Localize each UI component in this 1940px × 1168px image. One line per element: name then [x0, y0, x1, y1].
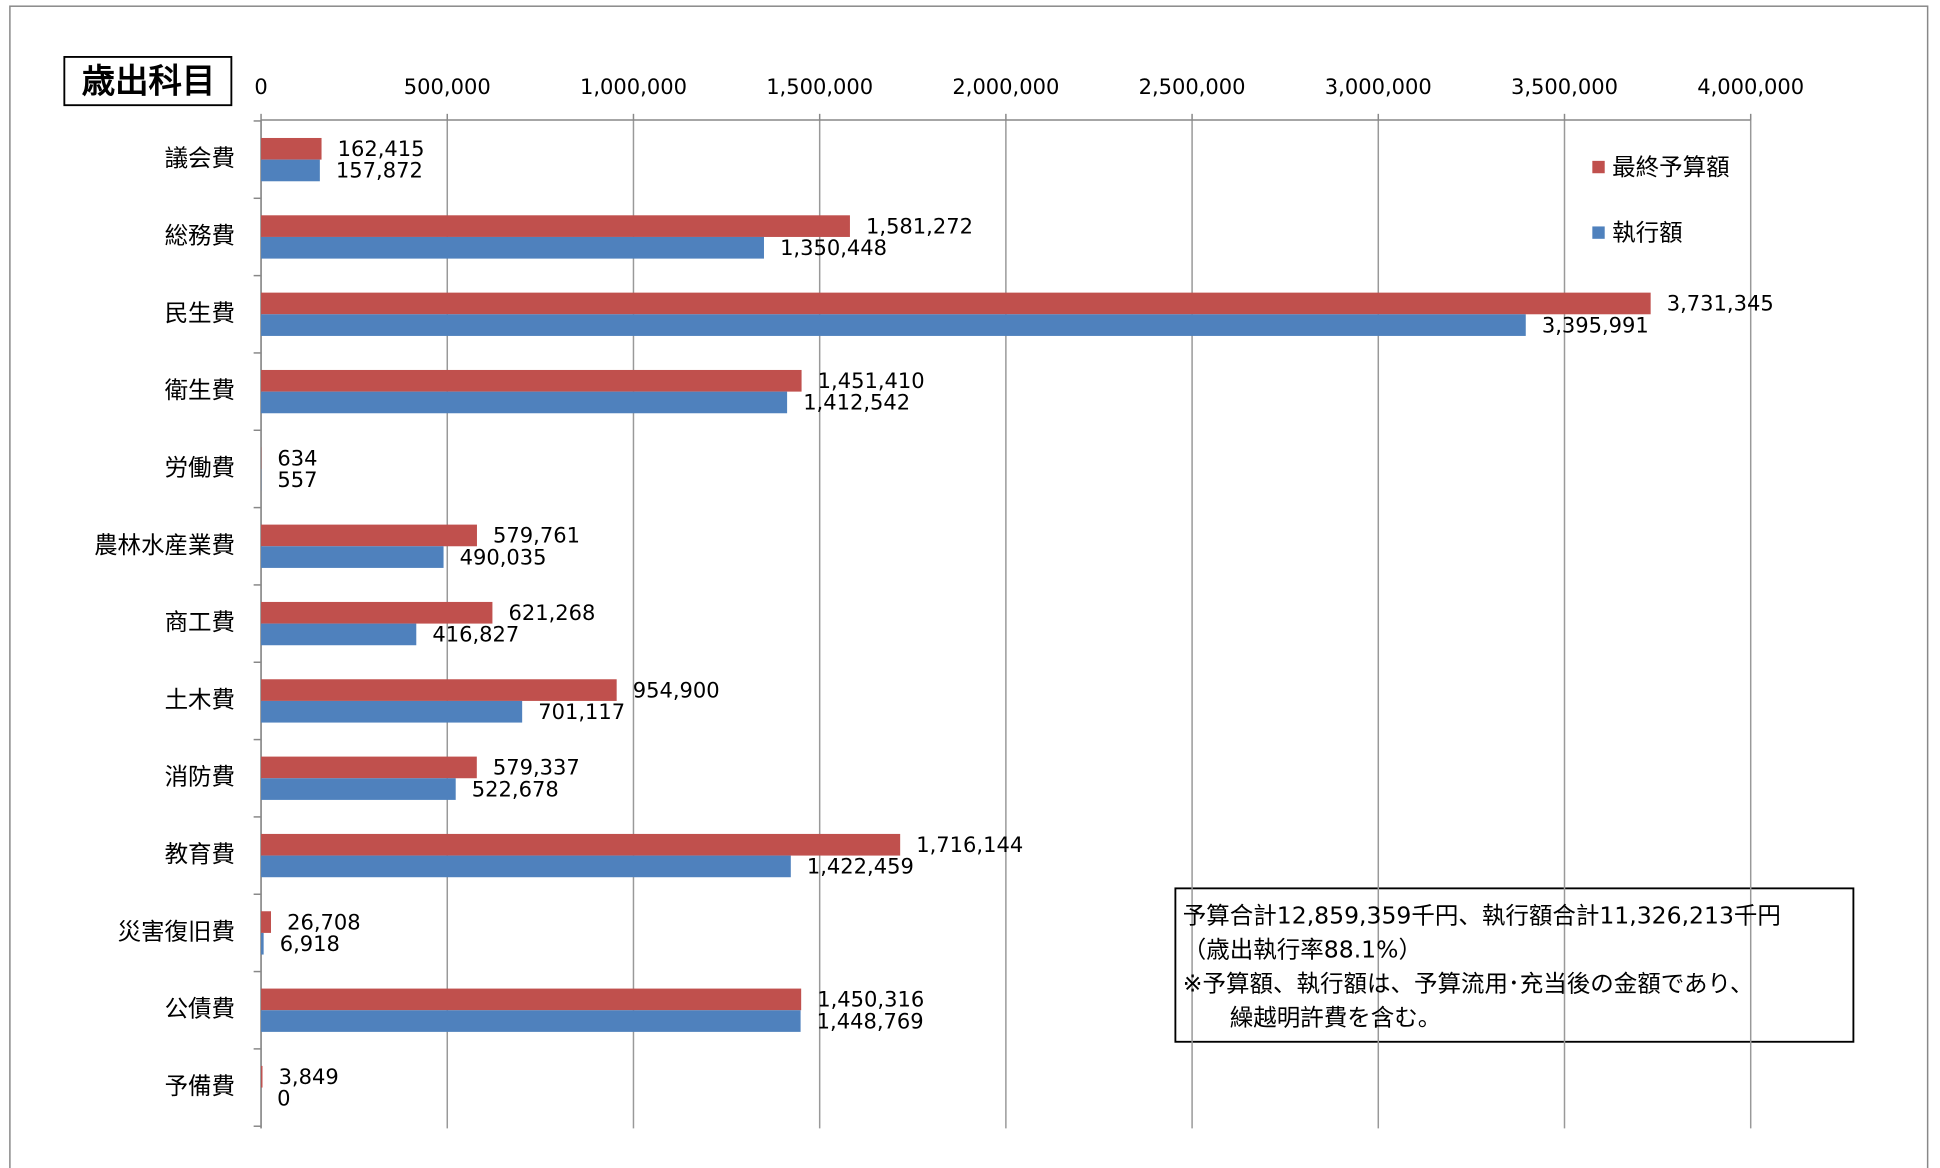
data-label: 1,451,410 [818, 368, 925, 393]
data-label: 3,849 [279, 1064, 339, 1089]
note-box [1174, 887, 1855, 1043]
bar [261, 833, 901, 856]
bar [261, 778, 456, 800]
bar [261, 292, 1651, 315]
x-tick-label: 500,000 [404, 74, 491, 99]
x-tick-label: 2,500,000 [1139, 74, 1246, 99]
data-label: 1,448,769 [817, 1008, 924, 1033]
data-label: 579,337 [493, 755, 580, 780]
data-label: 1,716,144 [916, 832, 1023, 857]
data-label: 1,450,316 [817, 987, 924, 1012]
y-tick-label: 労働費 [165, 453, 236, 481]
bar [261, 932, 264, 955]
y-tick-label: 民生費 [165, 299, 236, 327]
bar [261, 546, 444, 568]
bar [261, 137, 322, 160]
y-tick-label: 予備費 [165, 1072, 236, 1100]
bar [261, 855, 791, 878]
y-tick-label: 商工費 [165, 608, 236, 636]
bar [261, 700, 523, 723]
x-tick-label: 4,000,000 [1697, 74, 1804, 99]
data-label: 3,731,345 [1667, 291, 1774, 316]
bar [261, 1065, 263, 1088]
data-label: 557 [277, 467, 317, 492]
x-tick-label: 1,500,000 [766, 74, 873, 99]
data-label: 621,268 [509, 600, 596, 625]
data-label: 1,350,448 [780, 235, 887, 260]
data-label: 634 [277, 445, 317, 470]
annotation: 繰越明許費を含む。 [1183, 1003, 1442, 1031]
annotation: ※予算額、執行額は、予算流用･充当後の金額であり、 [1183, 969, 1754, 997]
bar [261, 756, 477, 779]
chart-title: 歳出科目 [82, 61, 216, 100]
x-tick-label: 3,500,000 [1511, 74, 1618, 99]
data-label: 490,035 [460, 544, 547, 569]
legend-label: 最終予算額 [1612, 153, 1730, 181]
bar [261, 911, 272, 933]
y-tick-label: 土木費 [165, 685, 236, 713]
bar [261, 524, 477, 547]
bar [261, 391, 788, 414]
data-label: 1,422,459 [807, 854, 914, 879]
data-label: 1,581,272 [866, 213, 973, 238]
y-tick-label: 総務費 [165, 221, 236, 249]
data-label: 522,678 [472, 776, 559, 801]
bar [261, 215, 850, 237]
bar [261, 623, 417, 646]
bar [261, 679, 617, 701]
x-tick-label: 3,000,000 [1325, 74, 1432, 99]
y-tick-label: 公債費 [165, 995, 236, 1023]
data-label: 6,918 [280, 931, 340, 956]
title-box [63, 56, 233, 107]
data-label: 0 [277, 1086, 290, 1111]
bar [261, 988, 802, 1011]
data-label: 416,827 [432, 622, 519, 647]
bar [261, 601, 493, 624]
data-label: 3,395,991 [1542, 312, 1649, 337]
legend-swatch [1592, 226, 1605, 239]
data-label: 26,708 [287, 909, 361, 934]
data-label: 162,415 [338, 136, 425, 161]
y-tick-label: 衛生費 [165, 376, 236, 404]
data-label: 701,117 [538, 699, 625, 724]
legend-swatch [1592, 160, 1605, 174]
legend-label: 執行額 [1612, 218, 1683, 246]
x-tick-label: 1,000,000 [580, 74, 687, 99]
x-tick-label: 2,000,000 [952, 74, 1059, 99]
annotation: 予算合計12,859,359千円、執行額合計11,326,213千円 [1183, 901, 1781, 929]
annotation: （歳出執行率88.1%） [1183, 935, 1422, 963]
bar [261, 314, 1526, 336]
y-tick-label: 消防費 [165, 763, 236, 791]
bar [261, 1010, 801, 1032]
bar [261, 236, 764, 259]
y-tick-label: 議会費 [165, 144, 236, 172]
data-label: 954,900 [633, 677, 720, 702]
y-tick-label: 農林水産業費 [94, 531, 235, 559]
bar [261, 159, 320, 182]
bar [261, 369, 802, 392]
data-label: 579,761 [493, 523, 580, 548]
data-label: 1,412,542 [803, 390, 910, 415]
x-tick-label: 0 [254, 74, 267, 99]
y-tick-label: 災害復旧費 [118, 917, 236, 945]
data-label: 157,872 [336, 158, 423, 183]
y-tick-label: 教育費 [165, 840, 236, 868]
